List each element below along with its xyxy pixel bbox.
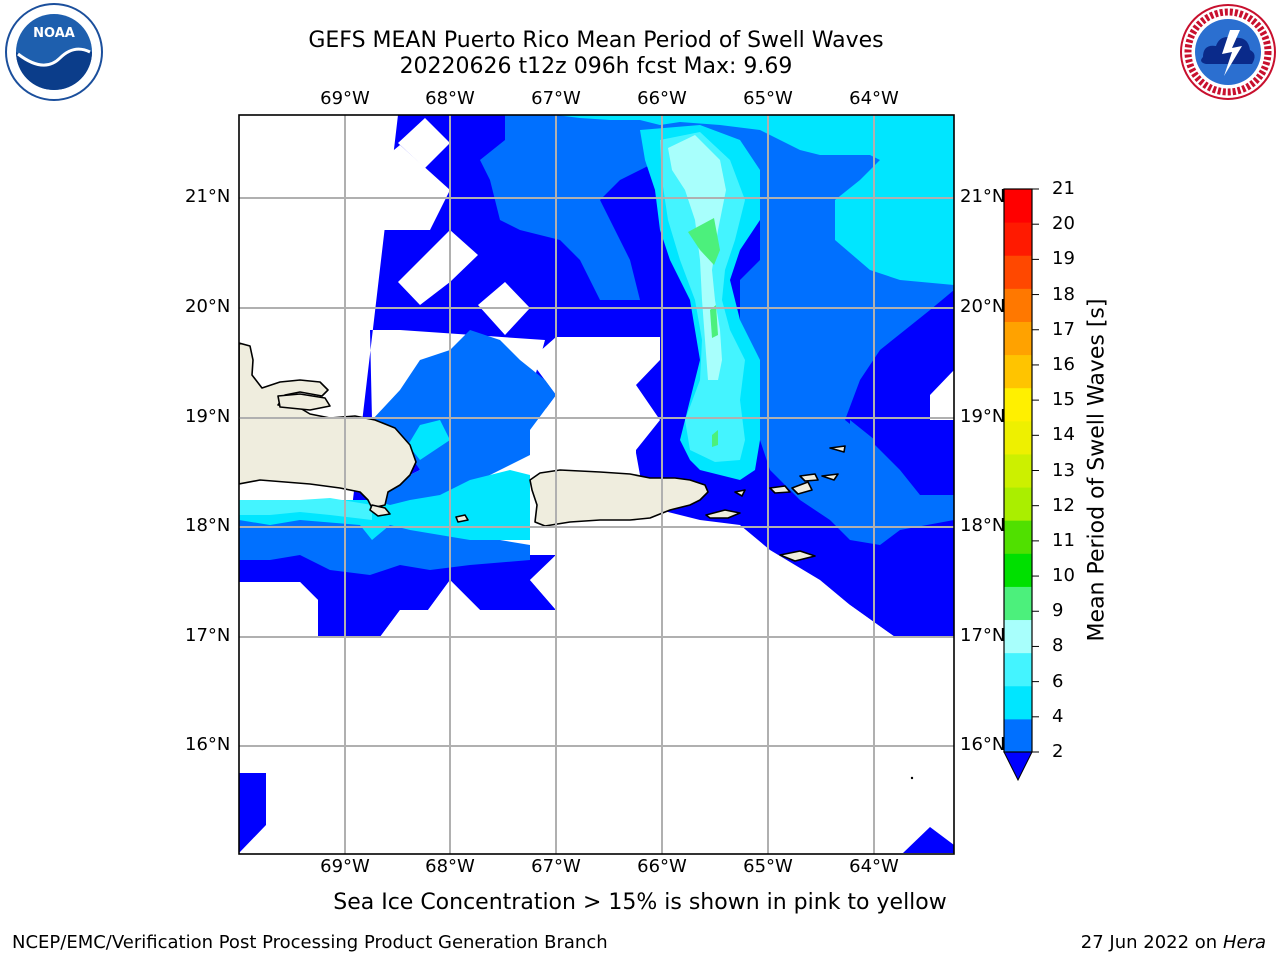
- lat-label-right: 17°N: [960, 625, 1006, 646]
- colorbar-tick-label: 21: [1052, 178, 1075, 199]
- credit-line: NCEP/EMC/Verification Post Processing Pr…: [12, 932, 608, 953]
- colorbar-swatch: [1004, 288, 1032, 322]
- nws-logo: [1180, 4, 1276, 100]
- lat-label-left: 20°N: [185, 296, 231, 317]
- colorbar-swatch: [1004, 420, 1032, 455]
- colorbar-tick-label: 10: [1052, 565, 1075, 587]
- lon-label-top: 69°W: [320, 88, 370, 109]
- land-masses: [239, 342, 846, 562]
- colorbar-swatch: [1004, 222, 1032, 256]
- map-subtitle: 20220626 t12z 096h fcst Max: 9.69: [399, 54, 793, 79]
- colorbar-title: Mean Period of Swell Waves [s]: [1084, 298, 1110, 642]
- colorbar-under-arrow: [1003, 751, 1033, 782]
- swell-9-10-fill: [688, 218, 720, 447]
- lat-label-left: 18°N: [185, 515, 231, 536]
- date-stamp: 27 Jun 2022 on Hera: [1081, 932, 1266, 953]
- lon-label-bottom: 64°W: [849, 856, 899, 877]
- sea-ice-note-text: Sea Ice Concentration > 15% is shown in …: [333, 890, 947, 915]
- lat-label-right: 18°N: [960, 515, 1006, 536]
- lon-label-bottom: 69°W: [320, 856, 370, 877]
- lat-label-left: 17°N: [185, 625, 231, 646]
- colorbar-swatch: [1004, 189, 1032, 223]
- colorbar-tick-label: 20: [1052, 213, 1075, 235]
- colorbar-swatch: [1004, 619, 1032, 654]
- colorbar-swatch: [1004, 586, 1032, 621]
- colorbar-tick-label: 12: [1052, 494, 1075, 516]
- lon-label-bottom: 67°W: [531, 856, 581, 877]
- colorbar-tick-label: 8: [1052, 635, 1064, 657]
- lat-label-right: 20°N: [960, 296, 1006, 317]
- stamp-date: 27 Jun 2022 on: [1080, 932, 1218, 953]
- colorbar-tick-label: 17: [1052, 318, 1075, 340]
- colorbar-tick-label: 16: [1052, 353, 1075, 375]
- lon-label-top: 67°W: [531, 88, 581, 109]
- colorbar-swatch: [1004, 321, 1032, 356]
- lat-label-right: 19°N: [960, 406, 1006, 427]
- colorbar-swatch: [1004, 387, 1032, 422]
- lon-label-top: 65°W: [743, 88, 793, 109]
- lon-label-bottom: 66°W: [637, 856, 687, 877]
- colorbar-tick-label: 13: [1052, 459, 1075, 481]
- colorbar-swatch: [1004, 520, 1032, 554]
- colorbar-swatch: [1004, 685, 1032, 720]
- colorbar-swatch: [1004, 652, 1032, 687]
- colorbar: [1003, 188, 1039, 782]
- colorbar-swatch: [1004, 553, 1032, 587]
- lon-label-top: 66°W: [637, 88, 687, 109]
- colorbar-tick-label: 19: [1052, 248, 1075, 270]
- colorbar-tick-label: 4: [1052, 705, 1064, 727]
- lat-label-left: 16°N: [185, 734, 231, 755]
- lon-label-bottom: 65°W: [743, 856, 793, 877]
- colorbar-swatch: [1004, 718, 1032, 753]
- lat-label-left: 19°N: [185, 406, 231, 427]
- map-frame: [238, 114, 955, 855]
- lat-label-left: 21°N: [185, 186, 231, 207]
- noaa-logo: NOAA: [5, 3, 103, 101]
- map-title: GEFS MEAN Puerto Rico Mean Period of Swe…: [308, 28, 884, 53]
- stamp-machine: Hera: [1222, 932, 1266, 953]
- lon-label-top: 68°W: [425, 88, 475, 109]
- colorbar-tick-label: 9: [1052, 600, 1064, 622]
- lat-label-right: 21°N: [960, 186, 1006, 207]
- lat-label-right: 16°N: [960, 734, 1006, 755]
- colorbar-swatch: [1004, 354, 1032, 389]
- lon-label-top: 64°W: [849, 88, 899, 109]
- colorbar-swatch: [1004, 453, 1032, 488]
- lon-label-bottom: 68°W: [425, 856, 475, 877]
- colorbar-tick-label: 11: [1052, 529, 1075, 551]
- colorbar-swatch: [1004, 487, 1032, 521]
- sea-ice-note: Sea Ice Concentration > 15% is shown in …: [0, 890, 1280, 915]
- colorbar-tick-label: 6: [1052, 670, 1064, 692]
- colorbar-tick-label: 2: [1052, 741, 1064, 762]
- graticule: [239, 115, 954, 854]
- noaa-logo-text: NOAA: [33, 26, 75, 41]
- colorbar-tick-label: 14: [1052, 424, 1075, 446]
- colorbar-tick-label: 15: [1052, 389, 1075, 411]
- colorbar-swatch: [1004, 255, 1032, 289]
- colorbar-tick-label: 18: [1052, 283, 1075, 305]
